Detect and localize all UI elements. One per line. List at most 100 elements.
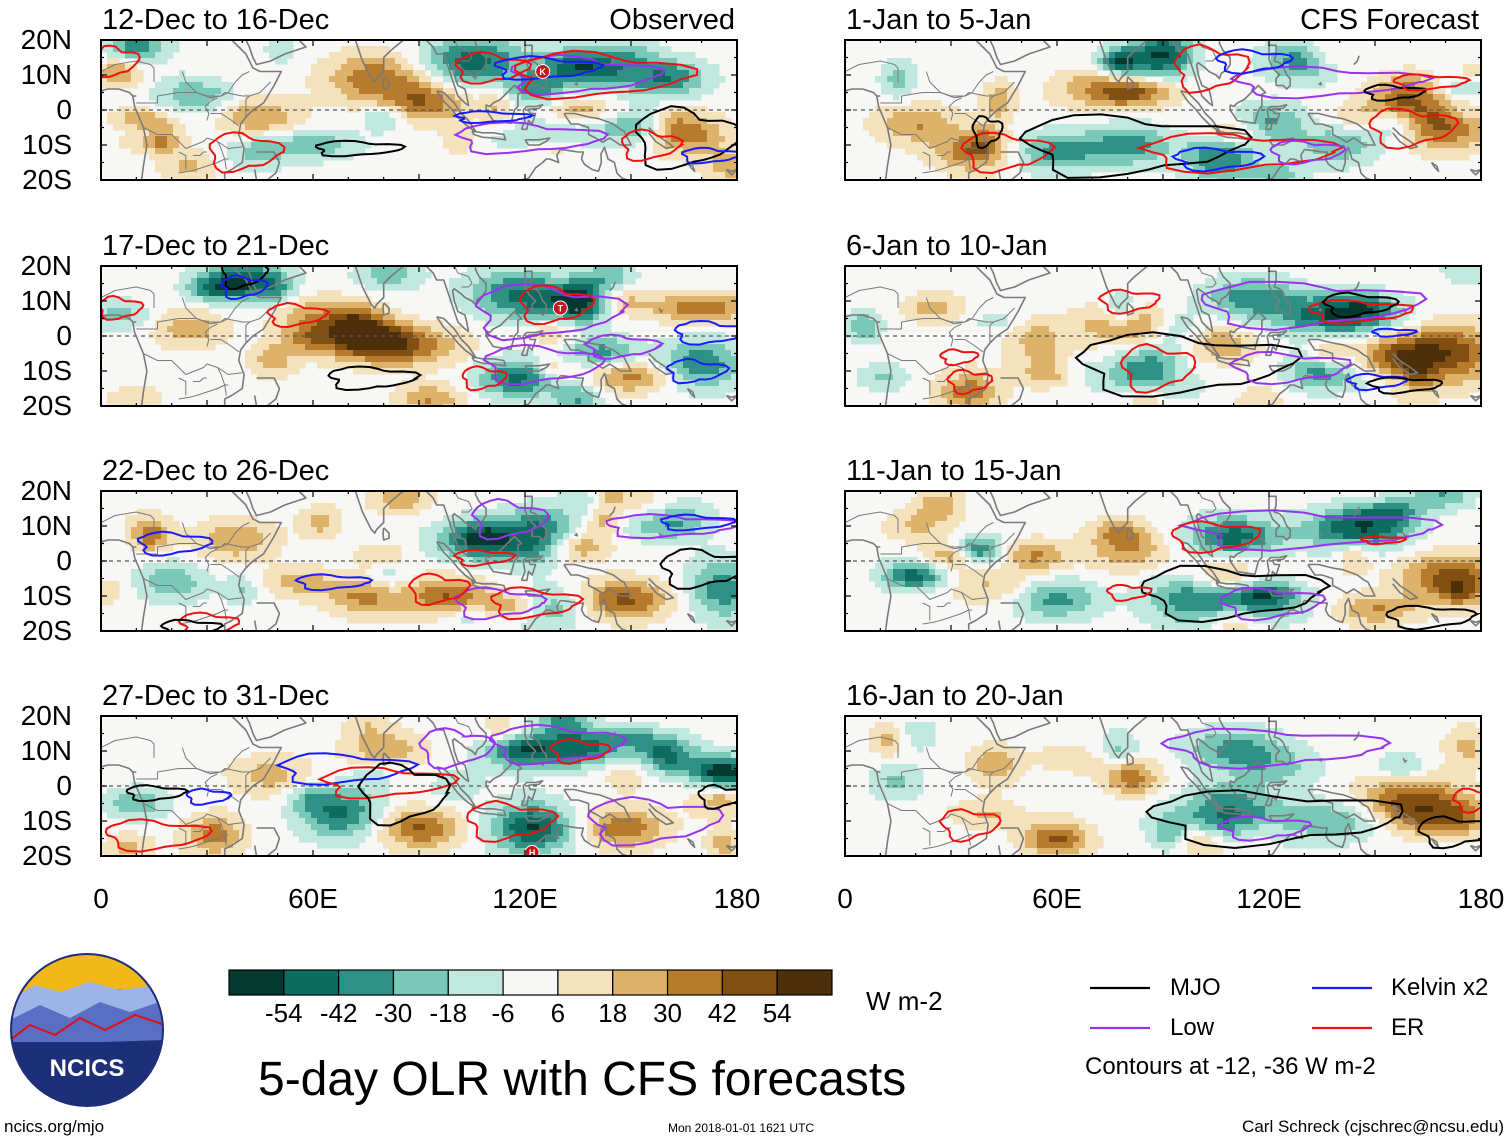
- olr-cell: [731, 587, 737, 594]
- olr-cell: [431, 124, 438, 131]
- olr-cell: [335, 527, 342, 534]
- olr-cell: [389, 64, 396, 71]
- olr-cell: [161, 575, 168, 582]
- olr-cell: [689, 350, 696, 357]
- olr-cell: [683, 539, 690, 546]
- olr-cell: [257, 118, 264, 125]
- olr-cell: [119, 386, 126, 393]
- olr-cell: [323, 344, 330, 351]
- olr-cell: [245, 362, 252, 369]
- olr-cell: [725, 617, 732, 624]
- olr-cell: [215, 76, 222, 83]
- olr-cell: [329, 350, 336, 357]
- olr-cell: [329, 587, 336, 594]
- olr-cell: [701, 599, 708, 606]
- olr-cell: [533, 629, 540, 631]
- olr-cell: [665, 611, 672, 618]
- olr-cell: [131, 575, 138, 582]
- olr-cell: [125, 296, 132, 303]
- olr-cell: [251, 302, 258, 309]
- olr-cell: [647, 575, 654, 582]
- olr-cell: [251, 100, 258, 107]
- olr-cell: [719, 296, 726, 303]
- olr-cell: [431, 611, 438, 618]
- olr-cell: [677, 362, 684, 369]
- olr-cell: [695, 148, 702, 155]
- olr-cell: [107, 326, 114, 333]
- olr-cell: [377, 130, 384, 137]
- olr-cell: [479, 374, 486, 381]
- olr-cell: [551, 563, 558, 570]
- olr-cell: [287, 142, 294, 149]
- olr-cell: [365, 278, 372, 285]
- olr-cell: [443, 587, 450, 594]
- olr-cell: [725, 314, 732, 321]
- olr-cell: [305, 509, 312, 516]
- olr-cell: [245, 521, 252, 528]
- olr-cell: [461, 398, 468, 405]
- olr-cell: [479, 302, 486, 309]
- olr-cell: [587, 356, 594, 363]
- olr-cell: [461, 581, 468, 588]
- olr-cell: [341, 58, 348, 65]
- olr-cell: [605, 76, 612, 83]
- olr-cell: [407, 338, 414, 345]
- olr-cell: [695, 569, 702, 576]
- olr-cell: [677, 332, 684, 339]
- olr-cell: [437, 557, 444, 564]
- olr-cell: [113, 581, 120, 588]
- olr-cell: [389, 326, 396, 333]
- olr-cell: [521, 374, 528, 381]
- olr-cell: [137, 308, 144, 315]
- olr-cell: [251, 118, 258, 125]
- olr-cell: [539, 392, 546, 399]
- olr-cell: [239, 581, 246, 588]
- olr-cell: [455, 290, 462, 297]
- olr-cell: [623, 617, 630, 624]
- olr-cell: [437, 527, 444, 534]
- olr-cell: [557, 40, 564, 47]
- olr-cell: [653, 611, 660, 618]
- coastline: [221, 266, 282, 406]
- olr-cell: [419, 362, 426, 369]
- olr-cell: [593, 716, 600, 723]
- olr-cell: [227, 587, 234, 594]
- olr-cell: [419, 533, 426, 540]
- olr-cell: [107, 58, 114, 65]
- olr-cell: [209, 527, 216, 534]
- olr-cell: [635, 368, 642, 375]
- olr-cell: [365, 497, 372, 504]
- olr-cell: [233, 112, 240, 119]
- olr-cell: [497, 308, 504, 315]
- olr-cell: [593, 70, 600, 77]
- olr-cell: [107, 308, 114, 315]
- olr-cell: [311, 533, 318, 540]
- olr-cell: [605, 551, 612, 558]
- olr-cell: [119, 106, 126, 113]
- olr-cell: [137, 142, 144, 149]
- olr-cell: [509, 545, 516, 552]
- olr-cell: [551, 40, 558, 47]
- olr-cell: [689, 605, 696, 612]
- olr-cell: [407, 100, 414, 107]
- olr-cell: [491, 374, 498, 381]
- olr-cell: [227, 88, 234, 95]
- olr-cell: [281, 533, 288, 540]
- olr-cell: [413, 611, 420, 618]
- olr-cell: [173, 563, 180, 570]
- olr-cell: [329, 332, 336, 339]
- olr-cell: [335, 136, 342, 143]
- olr-cell: [671, 515, 678, 522]
- olr-cell: [581, 392, 588, 399]
- olr-cell: [719, 581, 726, 588]
- coastline: [520, 104, 544, 131]
- olr-cell: [587, 130, 594, 137]
- olr-cell: [431, 64, 438, 71]
- olr-cell: [359, 326, 366, 333]
- coastline: [471, 356, 507, 367]
- olr-cell: [257, 100, 264, 107]
- olr-cell: [473, 587, 480, 594]
- olr-cell: [287, 356, 294, 363]
- olr-cell: [137, 515, 144, 522]
- olr-cell: [443, 356, 450, 363]
